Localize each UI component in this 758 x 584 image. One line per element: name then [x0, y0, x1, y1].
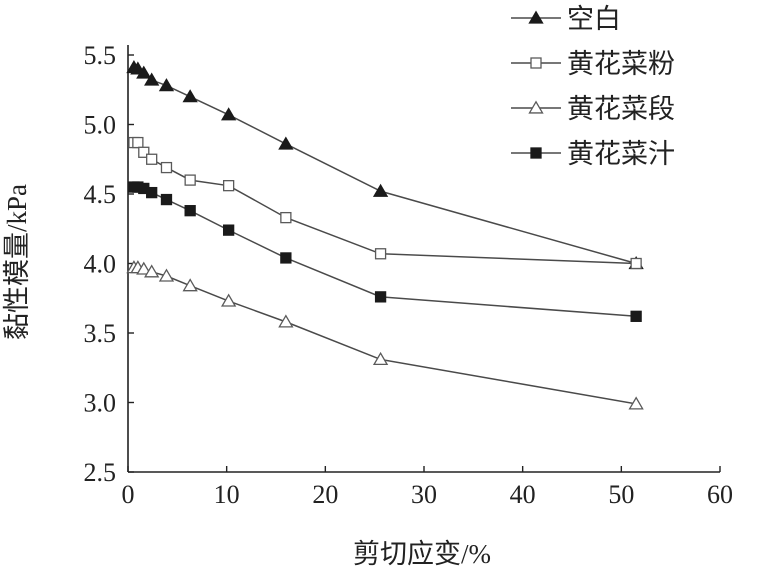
data-point	[280, 252, 292, 264]
data-point	[144, 72, 160, 86]
series-line	[133, 266, 637, 405]
data-point	[184, 174, 196, 186]
x-tick-label: 30	[411, 480, 437, 509]
series-4	[128, 181, 642, 322]
series-2	[128, 136, 642, 270]
series-layer	[126, 60, 644, 410]
data-point	[374, 248, 387, 260]
data-point	[132, 136, 144, 149]
data-point	[146, 186, 158, 199]
series-3	[126, 260, 644, 410]
legend-entry: 黄花菜粉	[511, 49, 675, 79]
legend-label: 黄花菜段	[567, 94, 675, 124]
data-point	[630, 257, 642, 270]
y-tick-label: 5.5	[84, 41, 117, 70]
data-point	[146, 153, 158, 165]
x-axis-title: 剪切应变/%	[353, 539, 491, 569]
y-tick-label: 2.5	[84, 458, 117, 487]
legend-entry: 空白	[511, 4, 621, 34]
y-tick-label: 4.0	[84, 250, 117, 279]
data-point	[220, 293, 237, 307]
x-tick-label: 60	[707, 480, 733, 509]
data-point	[158, 268, 175, 282]
x-tick-label: 10	[214, 480, 240, 509]
data-point	[138, 146, 150, 158]
legend-entry: 黄花菜汁	[511, 139, 675, 169]
y-axis-title: 黏性模量/kPa	[2, 184, 32, 340]
data-point	[182, 278, 198, 292]
legend-marker	[528, 100, 544, 114]
legend-label: 空白	[567, 4, 621, 34]
data-point	[372, 183, 389, 197]
data-point	[222, 224, 235, 236]
data-point	[158, 78, 175, 92]
series-line	[133, 66, 637, 265]
data-point	[160, 193, 173, 206]
y-tick-label: 3.0	[84, 389, 117, 418]
data-point	[278, 314, 294, 328]
series-line	[133, 141, 637, 265]
legend-label: 黄花菜粉	[567, 49, 675, 79]
axes: 0 10 20 30 40 50 60 2.5 3.0 3.5 4.0 4.5 5.0 5.5	[84, 41, 734, 509]
legend-marker	[530, 57, 542, 69]
data-point	[136, 261, 152, 275]
data-point	[182, 89, 198, 103]
data-point	[160, 161, 173, 174]
data-point	[280, 211, 292, 224]
data-point	[628, 396, 644, 410]
x-tick-label: 20	[312, 480, 338, 509]
y-tick-label: 3.5	[84, 319, 117, 348]
y-tick-label: 4.5	[84, 180, 117, 209]
x-tick-label: 40	[510, 480, 536, 509]
x-tick-label: 50	[608, 480, 634, 509]
data-point	[144, 264, 160, 278]
data-point	[278, 136, 294, 150]
y-tick-label: 5.0	[84, 111, 117, 140]
data-point	[630, 310, 642, 322]
data-point	[220, 107, 237, 121]
data-point	[222, 180, 235, 192]
legend-entry: 黄花菜段	[511, 94, 675, 124]
data-point	[374, 291, 387, 303]
series-1	[126, 60, 644, 270]
data-point	[136, 65, 152, 79]
data-point	[372, 351, 389, 366]
x-tick-label: 0	[122, 480, 135, 509]
data-point	[184, 205, 196, 217]
legend-marker	[530, 147, 542, 159]
legend-label: 黄花菜汁	[567, 139, 675, 169]
legend-marker	[528, 10, 544, 24]
